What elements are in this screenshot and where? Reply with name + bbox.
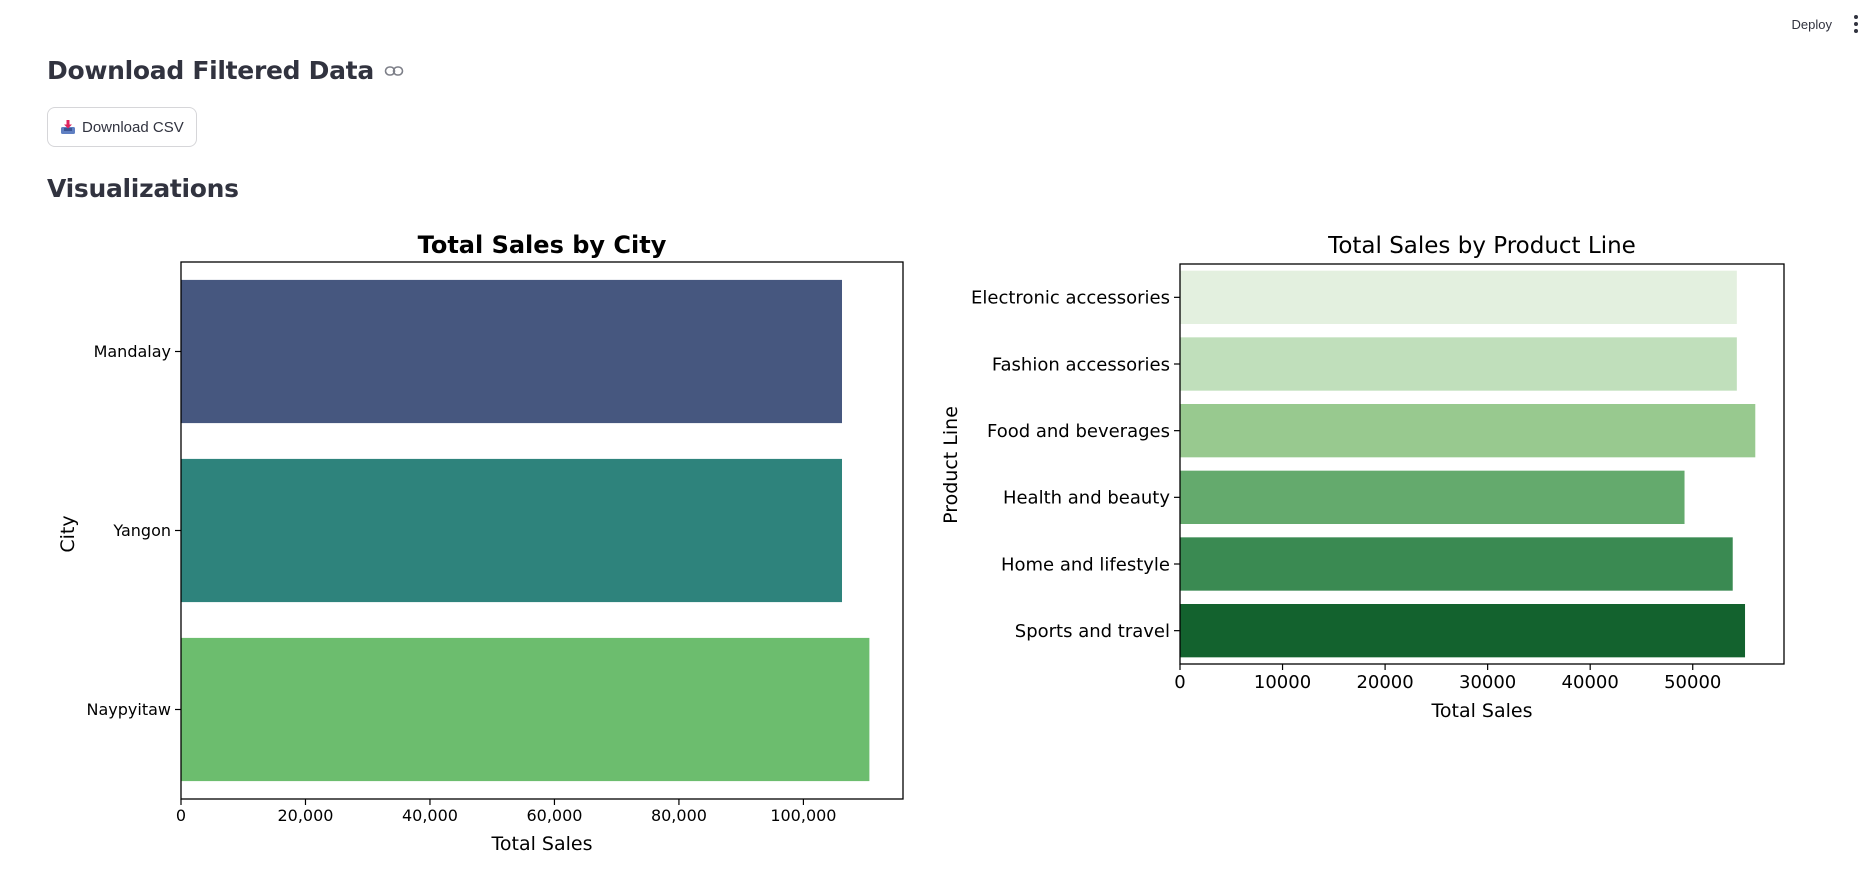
x-axis-label: Total Sales — [1431, 700, 1533, 722]
x-tick-label: 100,000 — [770, 806, 836, 825]
x-tick-label: 60,000 — [526, 806, 582, 825]
chart-title: Total Sales by City — [418, 231, 667, 259]
bar — [1180, 537, 1733, 591]
app-header: Deploy — [0, 0, 1876, 48]
x-tick-label: 40,000 — [402, 806, 458, 825]
x-tick-label: 10000 — [1254, 672, 1311, 693]
sales-by-city-chart: Total Sales by City Mandalay Yangon Naypyi… — [57, 231, 904, 855]
y-tick-label: Food and beverages — [987, 421, 1170, 442]
y-tick-label: Naypyitaw — [87, 700, 171, 719]
main-menu-button[interactable] — [1844, 10, 1868, 38]
vertical-ellipsis-icon — [1854, 15, 1858, 19]
plot-frame — [1179, 263, 1785, 665]
chart-title: Total Sales by Product Line — [1327, 233, 1636, 259]
bar — [1180, 404, 1756, 458]
deploy-button[interactable]: Deploy — [1786, 12, 1838, 36]
bar — [181, 279, 843, 424]
y-axis-label: Product Line — [940, 406, 962, 524]
x-tick-label: 50000 — [1664, 672, 1721, 693]
link-icon[interactable] — [384, 65, 404, 77]
download-csv-button[interactable]: Download CSV — [47, 107, 197, 147]
bar — [181, 458, 843, 603]
x-tick-label: 30000 — [1459, 672, 1516, 693]
x-tick-label: 80,000 — [651, 806, 707, 825]
y-tick-label: Health and beauty — [1003, 488, 1170, 509]
x-tick-label: 20000 — [1356, 672, 1413, 693]
bar — [1180, 337, 1737, 391]
download-section-title: Download Filtered Data — [47, 56, 404, 85]
inbox-tray-icon — [61, 120, 75, 134]
x-axis-label: Total Sales — [491, 833, 593, 855]
bar — [1180, 270, 1737, 324]
sales-by-product-line-chart: Total Sales by Product Line Electronic a… — [940, 233, 1785, 722]
x-tick-label: 0 — [1174, 672, 1185, 693]
x-tick-label: 0 — [176, 806, 186, 825]
bar — [181, 637, 870, 782]
y-tick-label: Sports and travel — [1015, 621, 1170, 642]
x-tick-label: 20,000 — [277, 806, 333, 825]
visualizations-title: Visualizations — [47, 174, 239, 203]
y-tick-label: Mandalay — [94, 342, 171, 361]
bar — [1180, 470, 1685, 524]
y-tick-label: Electronic accessories — [971, 288, 1170, 309]
x-tick-label: 40000 — [1562, 672, 1619, 693]
bar — [1180, 604, 1746, 658]
y-tick-label: Home and lifestyle — [1001, 554, 1170, 575]
y-tick-label: Fashion accessories — [992, 354, 1170, 375]
y-axis-label: City — [57, 515, 79, 552]
y-tick-label: Yangon — [112, 521, 171, 540]
